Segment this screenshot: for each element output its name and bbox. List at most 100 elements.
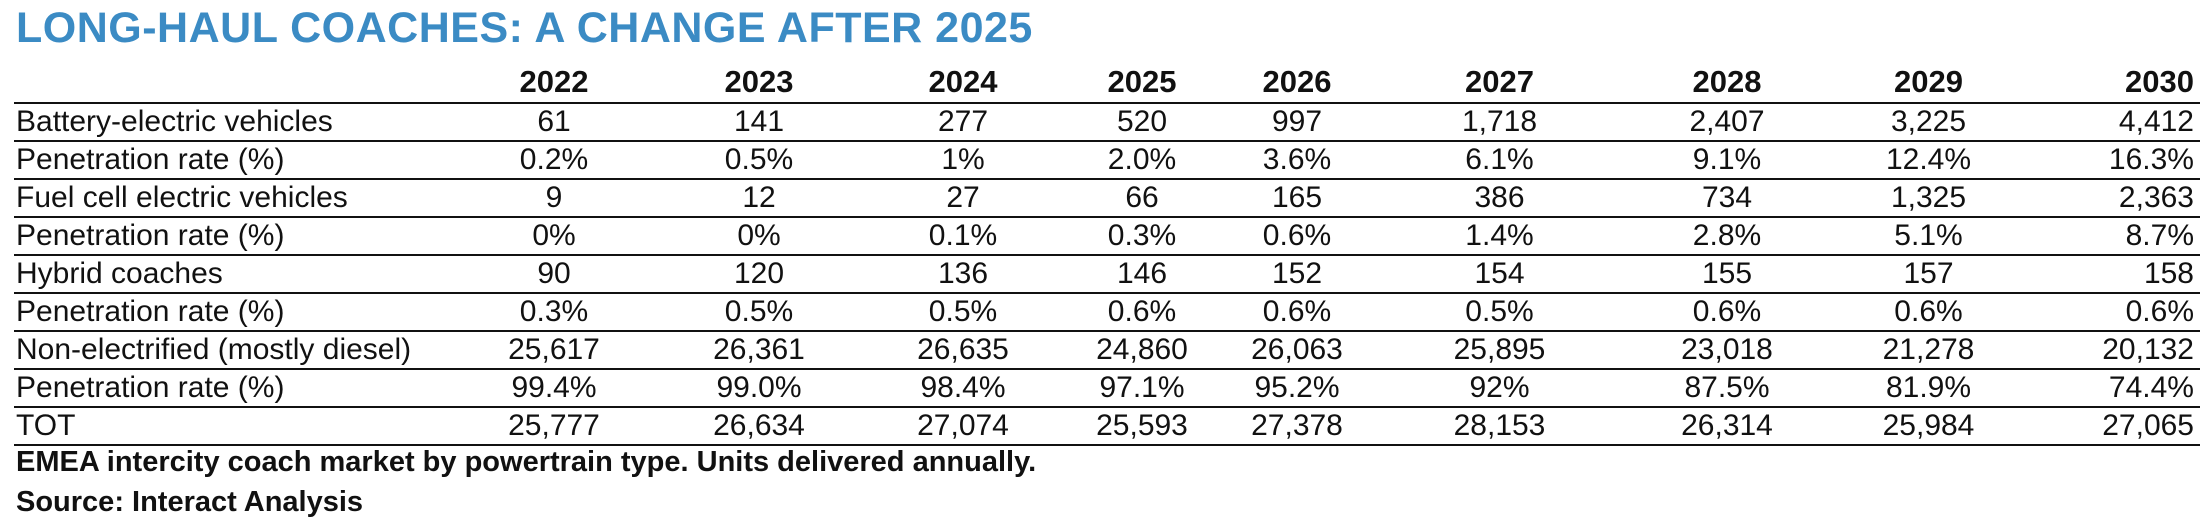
table-cell: 3.6% — [1222, 140, 1372, 179]
row-label: Non-electrified (mostly diesel) — [14, 330, 454, 369]
table-cell: 997 — [1222, 102, 1372, 141]
table-cell: 0.2% — [454, 140, 654, 179]
table-cell: 2.0% — [1062, 140, 1222, 179]
table-cell: 25,895 — [1372, 330, 1627, 369]
chart-note: EMEA intercity coach market by powertrai… — [16, 446, 1037, 478]
table-cell: 27,378 — [1222, 406, 1372, 446]
table-cell: 23,018 — [1627, 330, 1827, 369]
chart-source: Source: Interact Analysis — [16, 486, 364, 518]
row-label: Penetration rate (%) — [14, 368, 454, 407]
table-row: Penetration rate (%) 0.2% 0.5% 1% 2.0% 3.6% 6.… — [14, 140, 2200, 179]
table-cell: 0% — [654, 216, 864, 255]
table-cell: 1,718 — [1372, 102, 1627, 141]
table-cell: 27,065 — [2030, 406, 2200, 446]
table-cell: 8.7% — [2030, 216, 2200, 255]
table-row: Battery-electric vehicles 61 141 277 520 997 1… — [14, 102, 2200, 141]
table-cell: 20,132 — [2030, 330, 2200, 369]
data-table: 2022 2023 2024 2025 2026 2027 2028 2029 2030 Bat… — [14, 64, 2200, 446]
table-cell: 154 — [1372, 254, 1627, 293]
header-row: 2022 2023 2024 2025 2026 2027 2028 2029 2030 — [14, 64, 2200, 103]
table-cell: 66 — [1062, 178, 1222, 217]
table-cell: 0.3% — [454, 292, 654, 331]
table-cell: 1% — [864, 140, 1062, 179]
table-cell: 97.1% — [1062, 368, 1222, 407]
table-cell: 136 — [864, 254, 1062, 293]
row-label: Penetration rate (%) — [14, 140, 454, 179]
table-cell: 1.4% — [1372, 216, 1627, 255]
table-row: Penetration rate (%) 99.4% 99.0% 98.4% 97.1%… — [14, 368, 2200, 407]
column-header-year: 2023 — [724, 64, 794, 99]
table-cell: 21,278 — [1827, 330, 2030, 369]
table-cell: 81.9% — [1827, 368, 2030, 407]
table-cell: 6.1% — [1372, 140, 1627, 179]
table-row: Hybrid coaches 90 120 136 146 152 154 155 157 158 — [14, 254, 2200, 293]
table-cell: 0.6% — [1222, 216, 1372, 255]
table-cell: 157 — [1827, 254, 2030, 293]
table-cell: 24,860 — [1062, 330, 1222, 369]
table-cell: 520 — [1062, 102, 1222, 141]
table-cell: 12.4% — [1827, 140, 2030, 179]
table-cell: 26,361 — [654, 330, 864, 369]
column-header-year: 2026 — [1262, 64, 1332, 99]
table-cell: 28,153 — [1372, 406, 1627, 446]
table-cell: 26,635 — [864, 330, 1062, 369]
table-cell: 2.8% — [1627, 216, 1827, 255]
table-row: Penetration rate (%) 0% 0% 0.1% 0.3% 0.6% 1.4%… — [14, 216, 2200, 255]
table-cell: 277 — [864, 102, 1062, 141]
table-cell: 27 — [864, 178, 1062, 217]
table-cell: 12 — [654, 178, 864, 217]
row-label: Penetration rate (%) — [14, 216, 454, 255]
row-label: Battery-electric vehicles — [14, 102, 454, 141]
table-row: Non-electrified (mostly diesel) 25,617 26,… — [14, 330, 2200, 369]
table-row: Penetration rate (%) 0.3% 0.5% 0.5% 0.6% 0.6%… — [14, 292, 2200, 331]
column-header-year: 2024 — [928, 64, 998, 99]
row-label: TOT — [14, 406, 454, 446]
table-cell: 0.5% — [1372, 292, 1627, 331]
table-cell: 0.5% — [654, 140, 864, 179]
table-cell: 5.1% — [1827, 216, 2030, 255]
table-cell: 152 — [1222, 254, 1372, 293]
table-cell: 25,617 — [454, 330, 654, 369]
table-cell: 734 — [1627, 178, 1827, 217]
table-row: TOT 25,777 26,634 27,074 25,593 27,378 28,153 2… — [14, 406, 2200, 446]
table-cell: 92% — [1372, 368, 1627, 407]
table-cell: 98.4% — [864, 368, 1062, 407]
table-cell: 165 — [1222, 178, 1372, 217]
table-cell: 0% — [454, 216, 654, 255]
table-cell: 0.6% — [1222, 292, 1372, 331]
table-cell: 9.1% — [1627, 140, 1827, 179]
table-cell: 87.5% — [1627, 368, 1827, 407]
column-header-year: 2030 — [2125, 64, 2194, 99]
table-cell: 4,412 — [2030, 102, 2200, 141]
table-cell: 0.6% — [1827, 292, 2030, 331]
table-cell: 61 — [454, 102, 654, 141]
table-cell: 141 — [654, 102, 864, 141]
table-cell: 386 — [1372, 178, 1627, 217]
table-cell: 2,363 — [2030, 178, 2200, 217]
column-header-year: 2028 — [1692, 64, 1762, 99]
table-cell: 146 — [1062, 254, 1222, 293]
table-cell: 26,634 — [654, 406, 864, 446]
table-cell: 120 — [654, 254, 864, 293]
table-cell: 0.5% — [654, 292, 864, 331]
column-header-year: 2027 — [1465, 64, 1534, 99]
header-corner — [14, 64, 454, 103]
column-header-year: 2022 — [519, 64, 589, 99]
table-cell: 99.0% — [654, 368, 864, 407]
table-body: Battery-electric vehicles 61 141 277 520 997 1… — [14, 102, 2200, 446]
column-header-year: 2029 — [1894, 64, 1963, 99]
table-cell: 26,314 — [1627, 406, 1827, 446]
table-cell: 158 — [2030, 254, 2200, 293]
table-cell: 2,407 — [1627, 102, 1827, 141]
row-label: Penetration rate (%) — [14, 292, 454, 331]
table-row: Fuel cell electric vehicles 9 12 27 66 165 386… — [14, 178, 2200, 217]
table-cell: 25,777 — [454, 406, 654, 446]
row-label: Hybrid coaches — [14, 254, 454, 293]
table-cell: 0.6% — [1062, 292, 1222, 331]
table-cell: 1,325 — [1827, 178, 2030, 217]
row-label: Fuel cell electric vehicles — [14, 178, 454, 217]
table-cell: 155 — [1627, 254, 1827, 293]
table-cell: 0.3% — [1062, 216, 1222, 255]
chart-title: LONG-HAUL COACHES: A CHANGE AFTER 2025 — [16, 4, 1033, 52]
table-cell: 27,074 — [864, 406, 1062, 446]
